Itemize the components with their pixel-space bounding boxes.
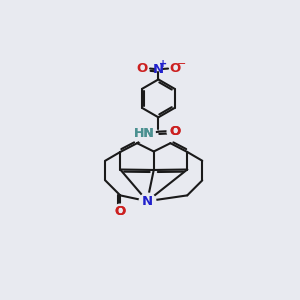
Text: O: O	[115, 205, 126, 218]
Text: O: O	[169, 62, 180, 75]
Text: N: N	[142, 195, 153, 208]
Text: −: −	[177, 59, 187, 69]
Text: +: +	[159, 59, 167, 69]
Text: O: O	[169, 125, 181, 138]
Text: HN: HN	[134, 127, 155, 140]
Text: HN: HN	[134, 127, 155, 140]
Text: O: O	[136, 62, 148, 75]
Text: O: O	[115, 205, 126, 218]
Text: O: O	[169, 125, 181, 138]
Text: N: N	[153, 62, 164, 76]
